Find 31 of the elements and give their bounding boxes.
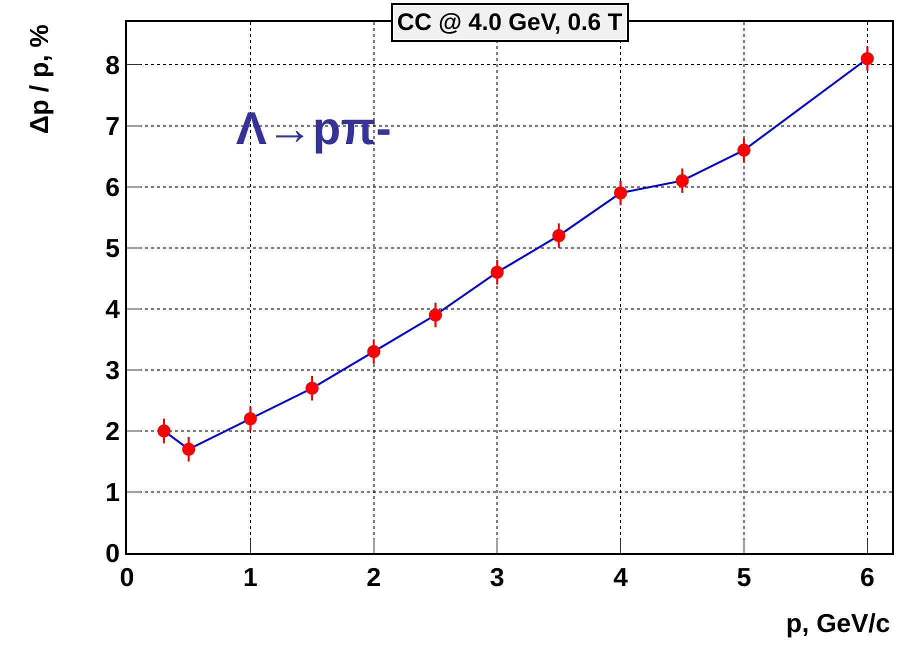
point [676,174,689,188]
y-tick-label: 6 [105,172,120,202]
x-tick-label: 1 [243,562,258,592]
x-tick-label: 6 [860,562,875,592]
y-tick-label: 4 [105,294,120,324]
y-tick-label: 8 [105,50,120,80]
chart-title: CC @ 4.0 GeV, 0.6 T [397,9,623,36]
y-tick-label: 5 [105,232,120,263]
y-tick-label: 7 [105,110,120,141]
point [367,345,380,358]
y-tick-label: 1 [105,477,120,508]
point [552,229,566,242]
point [182,442,196,456]
point [860,52,874,66]
point [737,144,750,157]
y-axis-title: Δp / p, % [24,24,54,134]
point [244,412,257,426]
x-axis-title: p, GeV/c [786,608,890,638]
point [490,266,504,279]
annotation: Λ→pπ- [236,102,392,154]
point [158,424,171,438]
y-tick-label: 3 [105,355,120,385]
point [614,186,628,200]
x-tick-label: 5 [736,562,752,592]
point [306,382,319,395]
x-tick-label: 3 [490,562,504,592]
x-tick-label: 2 [366,562,382,592]
x-tick-label: 4 [613,562,628,592]
y-tick-label: 2 [105,416,120,446]
y-tick-label: 0 [105,538,120,568]
point [428,308,442,322]
